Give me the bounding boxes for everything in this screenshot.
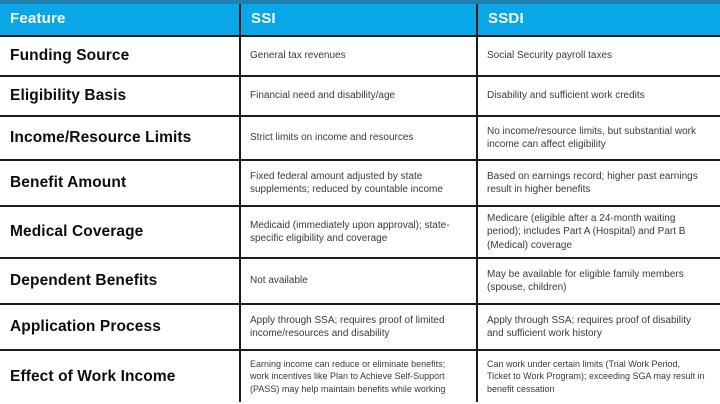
ssi-cell: General tax revenues <box>240 36 478 77</box>
table-row: Funding Source General tax revenues Social… <box>0 36 720 77</box>
table-row: Effect of Work Income Earning income can … <box>0 350 720 402</box>
ssi-cell: Not available <box>240 258 478 305</box>
feature-cell: Effect of Work Income <box>0 350 241 402</box>
ssdi-cell: Based on earnings record; higher past ea… <box>477 160 720 207</box>
feature-cell: Eligibility Basis <box>0 76 241 117</box>
header-cell-ssi: SSI <box>240 2 478 37</box>
feature-cell: Funding Source <box>0 36 241 77</box>
ssi-cell: Fixed federal amount adjusted by state s… <box>240 160 478 207</box>
table-row: Eligibility Basis Financial need and disa… <box>0 76 720 117</box>
feature-cell: Medical Coverage <box>0 206 241 259</box>
table-row: Application Process Apply through SSA; re… <box>0 304 720 351</box>
ssdi-cell: No income/resource limits, but substanti… <box>477 116 720 161</box>
ssi-cell: Strict limits on income and resources <box>240 116 478 161</box>
table-row: Medical Coverage Medicaid (immediately up… <box>0 206 720 259</box>
table-row: Benefit Amount Fixed federal amount adjus… <box>0 160 720 207</box>
ssdi-cell: Medicare (eligible after a 24-month wait… <box>477 206 720 259</box>
table-row: Income/Resource Limits Strict limits on i… <box>0 116 720 161</box>
ssi-cell: Earning income can reduce or eliminate b… <box>240 350 478 402</box>
feature-cell: Benefit Amount <box>0 160 241 207</box>
table-row: Dependent Benefits Not available May be av… <box>0 258 720 305</box>
header-cell-feature: Feature <box>0 2 241 37</box>
ssi-cell: Financial need and disability/age <box>240 76 478 117</box>
ssdi-cell: Can work under certain limits (Trial Wor… <box>487 358 705 394</box>
ssdi-cell: May be available for eligible family mem… <box>477 258 720 305</box>
ssdi-cell: Disability and sufficient work credits <box>477 76 720 117</box>
feature-cell: Application Process <box>0 304 241 351</box>
header-row: Feature SSI SSDI <box>0 2 720 37</box>
header-cell-ssdi: SSDI <box>477 2 720 37</box>
feature-cell: Dependent Benefits <box>0 258 241 305</box>
table-body: Funding Source General tax revenues Social… <box>0 36 720 402</box>
ssi-cell: Apply through SSA; requires proof of lim… <box>240 304 478 351</box>
ssi-cell: Medicaid (immediately upon approval); st… <box>240 206 478 259</box>
table-header: Feature SSI SSDI <box>0 2 720 37</box>
ssdi-cell: Apply through SSA; requires proof of dis… <box>477 304 720 351</box>
ssdi-cell: Social Security payroll taxes <box>477 36 720 77</box>
feature-cell: Income/Resource Limits <box>0 116 241 161</box>
